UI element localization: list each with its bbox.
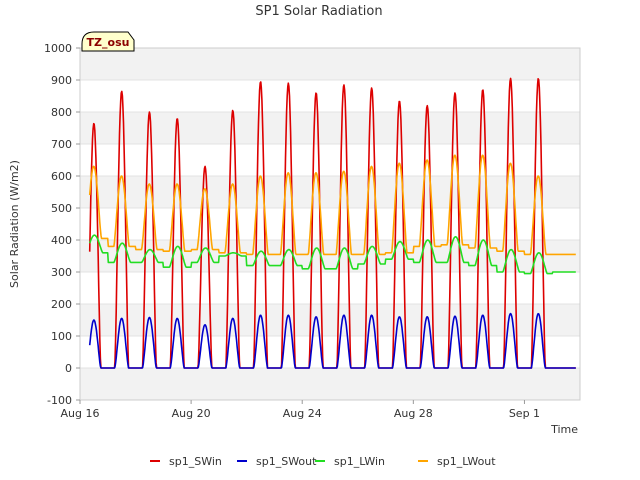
plot-background (80, 48, 580, 400)
y-tick-label: 200 (51, 298, 72, 311)
y-axis: -100 0 100 200 300 400 500 600 700 800 900 1000 (44, 42, 80, 407)
grid-band (80, 368, 580, 400)
x-tick-label: Aug 28 (394, 407, 433, 420)
grid-band (80, 176, 580, 208)
y-axis-label: Solar Radiation (W/m2) (8, 160, 21, 288)
y-tick-label: 300 (51, 266, 72, 279)
x-axis: Aug 16 Aug 20 Aug 24 Aug 28 Sep 1 (61, 400, 540, 420)
x-tick-label: Sep 1 (509, 407, 540, 420)
series-line-sp1_LWin (88, 234, 577, 275)
legend-label-sp1_LWin: sp1_LWin (334, 455, 385, 468)
x-axis-label: Time (550, 423, 578, 436)
y-tick-label: -100 (47, 394, 72, 407)
grid-band (80, 304, 580, 336)
legend: sp1_SWin sp1_SWout sp1_LWin sp1_LWout (150, 455, 496, 468)
y-tick-label: 1000 (44, 42, 72, 55)
y-tick-label: 900 (51, 74, 72, 87)
y-tick-label: 800 (51, 106, 72, 119)
grid-band (80, 112, 580, 144)
plot-frame (79, 47, 581, 401)
y-tick-label: 100 (51, 330, 72, 343)
series-line-sp1_SWout (88, 312, 577, 369)
y-tick-label: 700 (51, 138, 72, 151)
chart-title: SP1 Solar Radiation (255, 4, 382, 19)
y-tick-label: 0 (65, 362, 72, 375)
x-tick-label: Aug 20 (172, 407, 211, 420)
tag-text: TZ_osu (87, 36, 130, 49)
legend-label-sp1_SWout: sp1_SWout (256, 455, 317, 468)
legend-label-sp1_LWout: sp1_LWout (437, 455, 496, 468)
series-layer (88, 77, 577, 369)
x-tick-label: Aug 24 (283, 407, 322, 420)
plot-area (80, 48, 580, 400)
y-tick-label: 500 (51, 202, 72, 215)
grid-band (80, 48, 580, 80)
series-line-sp1_LWout (88, 154, 577, 256)
x-tick-label: Aug 16 (61, 407, 100, 420)
y-tick-label: 600 (51, 170, 72, 183)
tag-box: TZ_osu (81, 31, 135, 52)
y-tick-label: 400 (51, 234, 72, 247)
legend-label-sp1_SWin: sp1_SWin (169, 455, 222, 468)
